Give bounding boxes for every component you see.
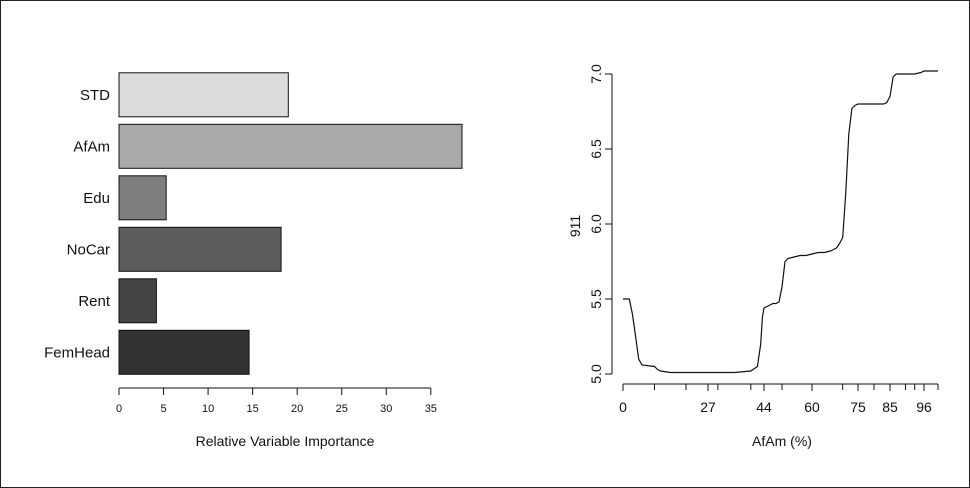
line-y-tick-label-6: 6.0 [588, 214, 604, 234]
line-y-axis-title: 911 [567, 215, 583, 238]
line-x-tick-label-60: 60 [804, 399, 820, 415]
bar-x-tick-label-35: 35 [425, 403, 437, 415]
bar-std [118, 72, 289, 118]
bar-x-axis: 0 5 10 15 20 25 30 35 [116, 387, 437, 415]
line-x-axis-title: AfAm (%) [752, 433, 812, 449]
line-x-tick-label-27: 27 [700, 399, 716, 415]
category-label-nocar: NoCar [67, 241, 110, 258]
bar-x-tick-label-20: 20 [291, 403, 303, 415]
category-label-std: STD [80, 87, 110, 104]
line-x-tick-label-0: 0 [619, 399, 627, 415]
line-x-axis: 0 27 44 60 75 85 96 [619, 383, 939, 415]
bar-nocar [118, 226, 282, 272]
bar-x-tick-label-25: 25 [336, 403, 348, 415]
bar-edu [118, 175, 167, 221]
category-label-femhead: FemHead [44, 344, 110, 361]
line-x-tick-label-85: 85 [882, 399, 898, 415]
bar-femhead [118, 329, 250, 375]
bar-x-tick-label-30: 30 [380, 403, 392, 415]
category-labels-group: STD AfAm Edu NoCar Rent FemHead [44, 87, 111, 361]
bar-x-tick-label-15: 15 [247, 403, 259, 415]
line-y-tick-label-7: 7.0 [588, 64, 604, 84]
bar-rent [118, 278, 157, 324]
category-label-edu: Edu [83, 190, 110, 207]
line-y-tick-label-5: 5.0 [588, 364, 604, 384]
partial-dependence-line-chart: 5.0 5.5 6.0 6.5 7.0 0 27 44 60 75 85 96 911 AfAm (… [567, 64, 939, 449]
bar-x-tick-label-0: 0 [116, 403, 122, 415]
line-y-axis: 5.0 5.5 6.0 6.5 7.0 [588, 64, 613, 384]
variable-importance-bar-chart: STD AfAm Edu NoCar Rent FemHead 0 5 10 15 20 25 30 3… [44, 72, 463, 449]
line-x-tick-label-44: 44 [756, 399, 772, 415]
category-label-afam: AfAm [73, 138, 110, 155]
line-y-tick-label-6.5: 6.5 [588, 139, 604, 159]
category-label-rent: Rent [78, 293, 111, 310]
series-line-911 [623, 70, 938, 374]
line-x-tick-label-75: 75 [850, 399, 866, 415]
bar-x-tick-label-5: 5 [160, 403, 166, 415]
bar-x-axis-title: Relative Variable Importance [196, 433, 375, 449]
bar-afam [118, 123, 463, 169]
line-x-tick-label-96: 96 [916, 399, 932, 415]
bars-group [118, 72, 463, 375]
line-y-tick-label-5.5: 5.5 [588, 289, 604, 309]
bar-x-tick-label-10: 10 [202, 403, 214, 415]
